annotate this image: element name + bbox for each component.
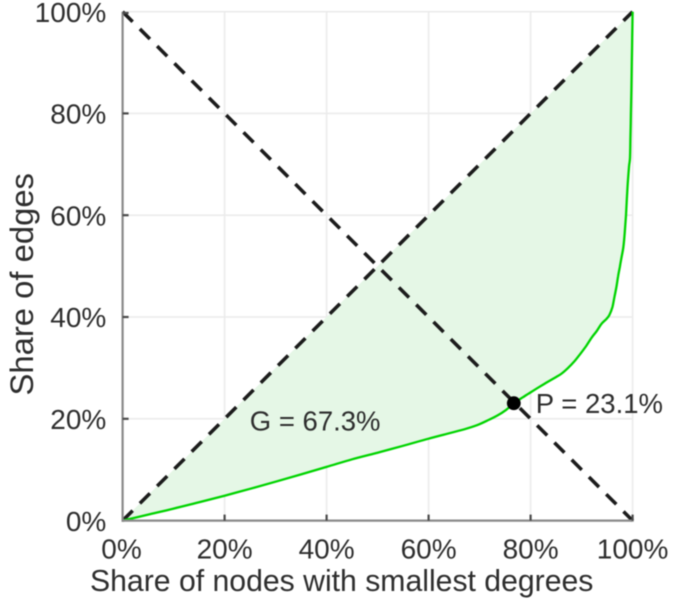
svg-text:100%: 100% — [35, 0, 107, 28]
svg-text:Share of nodes with smallest d: Share of nodes with smallest degrees — [90, 565, 593, 598]
svg-text:P = 23.1%: P = 23.1% — [536, 388, 663, 419]
svg-text:100%: 100% — [597, 534, 669, 565]
svg-text:60%: 60% — [401, 534, 457, 565]
svg-text:20%: 20% — [50, 404, 106, 435]
svg-text:40%: 40% — [299, 534, 355, 565]
svg-text:80%: 80% — [50, 99, 106, 130]
svg-text:20%: 20% — [197, 534, 253, 565]
svg-text:G = 67.3%: G = 67.3% — [250, 405, 381, 436]
svg-text:80%: 80% — [503, 534, 559, 565]
svg-text:0%: 0% — [101, 534, 141, 565]
svg-text:60%: 60% — [50, 200, 106, 231]
svg-text:0%: 0% — [66, 506, 106, 537]
svg-text:Share of edges: Share of edges — [3, 173, 40, 395]
svg-text:40%: 40% — [50, 302, 106, 333]
